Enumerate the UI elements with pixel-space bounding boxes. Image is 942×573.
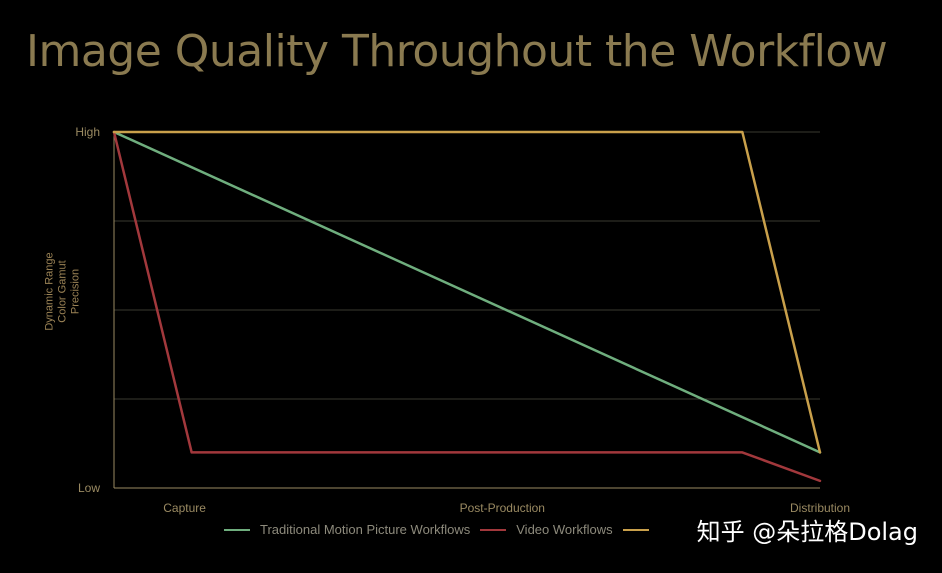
- x-tick-label: Capture: [163, 501, 206, 515]
- y-tick-label: Low: [78, 481, 100, 495]
- series-third-line: [112, 130, 822, 454]
- y-tick-label: High: [75, 125, 100, 139]
- series-video-line: [112, 130, 822, 483]
- legend-item-video: Video Workflows: [480, 522, 613, 537]
- legend-label-traditional: Traditional Motion Picture Workflows: [260, 522, 471, 537]
- legend-swatch-third: [622, 528, 649, 531]
- legend-label-video: Video Workflows: [516, 522, 613, 537]
- legend-item-third: [622, 528, 659, 531]
- chart-title: Image Quality Throughout the Workflow: [26, 26, 888, 77]
- x-tick-label: Post-Production: [460, 501, 545, 515]
- legend-swatch-traditional: [224, 528, 250, 531]
- x-tick-label: Distribution: [790, 501, 850, 515]
- series-traditional-line: [112, 130, 822, 454]
- legend-item-traditional: Traditional Motion Picture Workflows: [224, 522, 470, 537]
- watermark: 知乎 @朵拉格Dolag: [696, 518, 918, 546]
- legend-swatch-video: [480, 528, 507, 531]
- legend: Traditional Motion Picture Workflows Vid…: [224, 522, 669, 537]
